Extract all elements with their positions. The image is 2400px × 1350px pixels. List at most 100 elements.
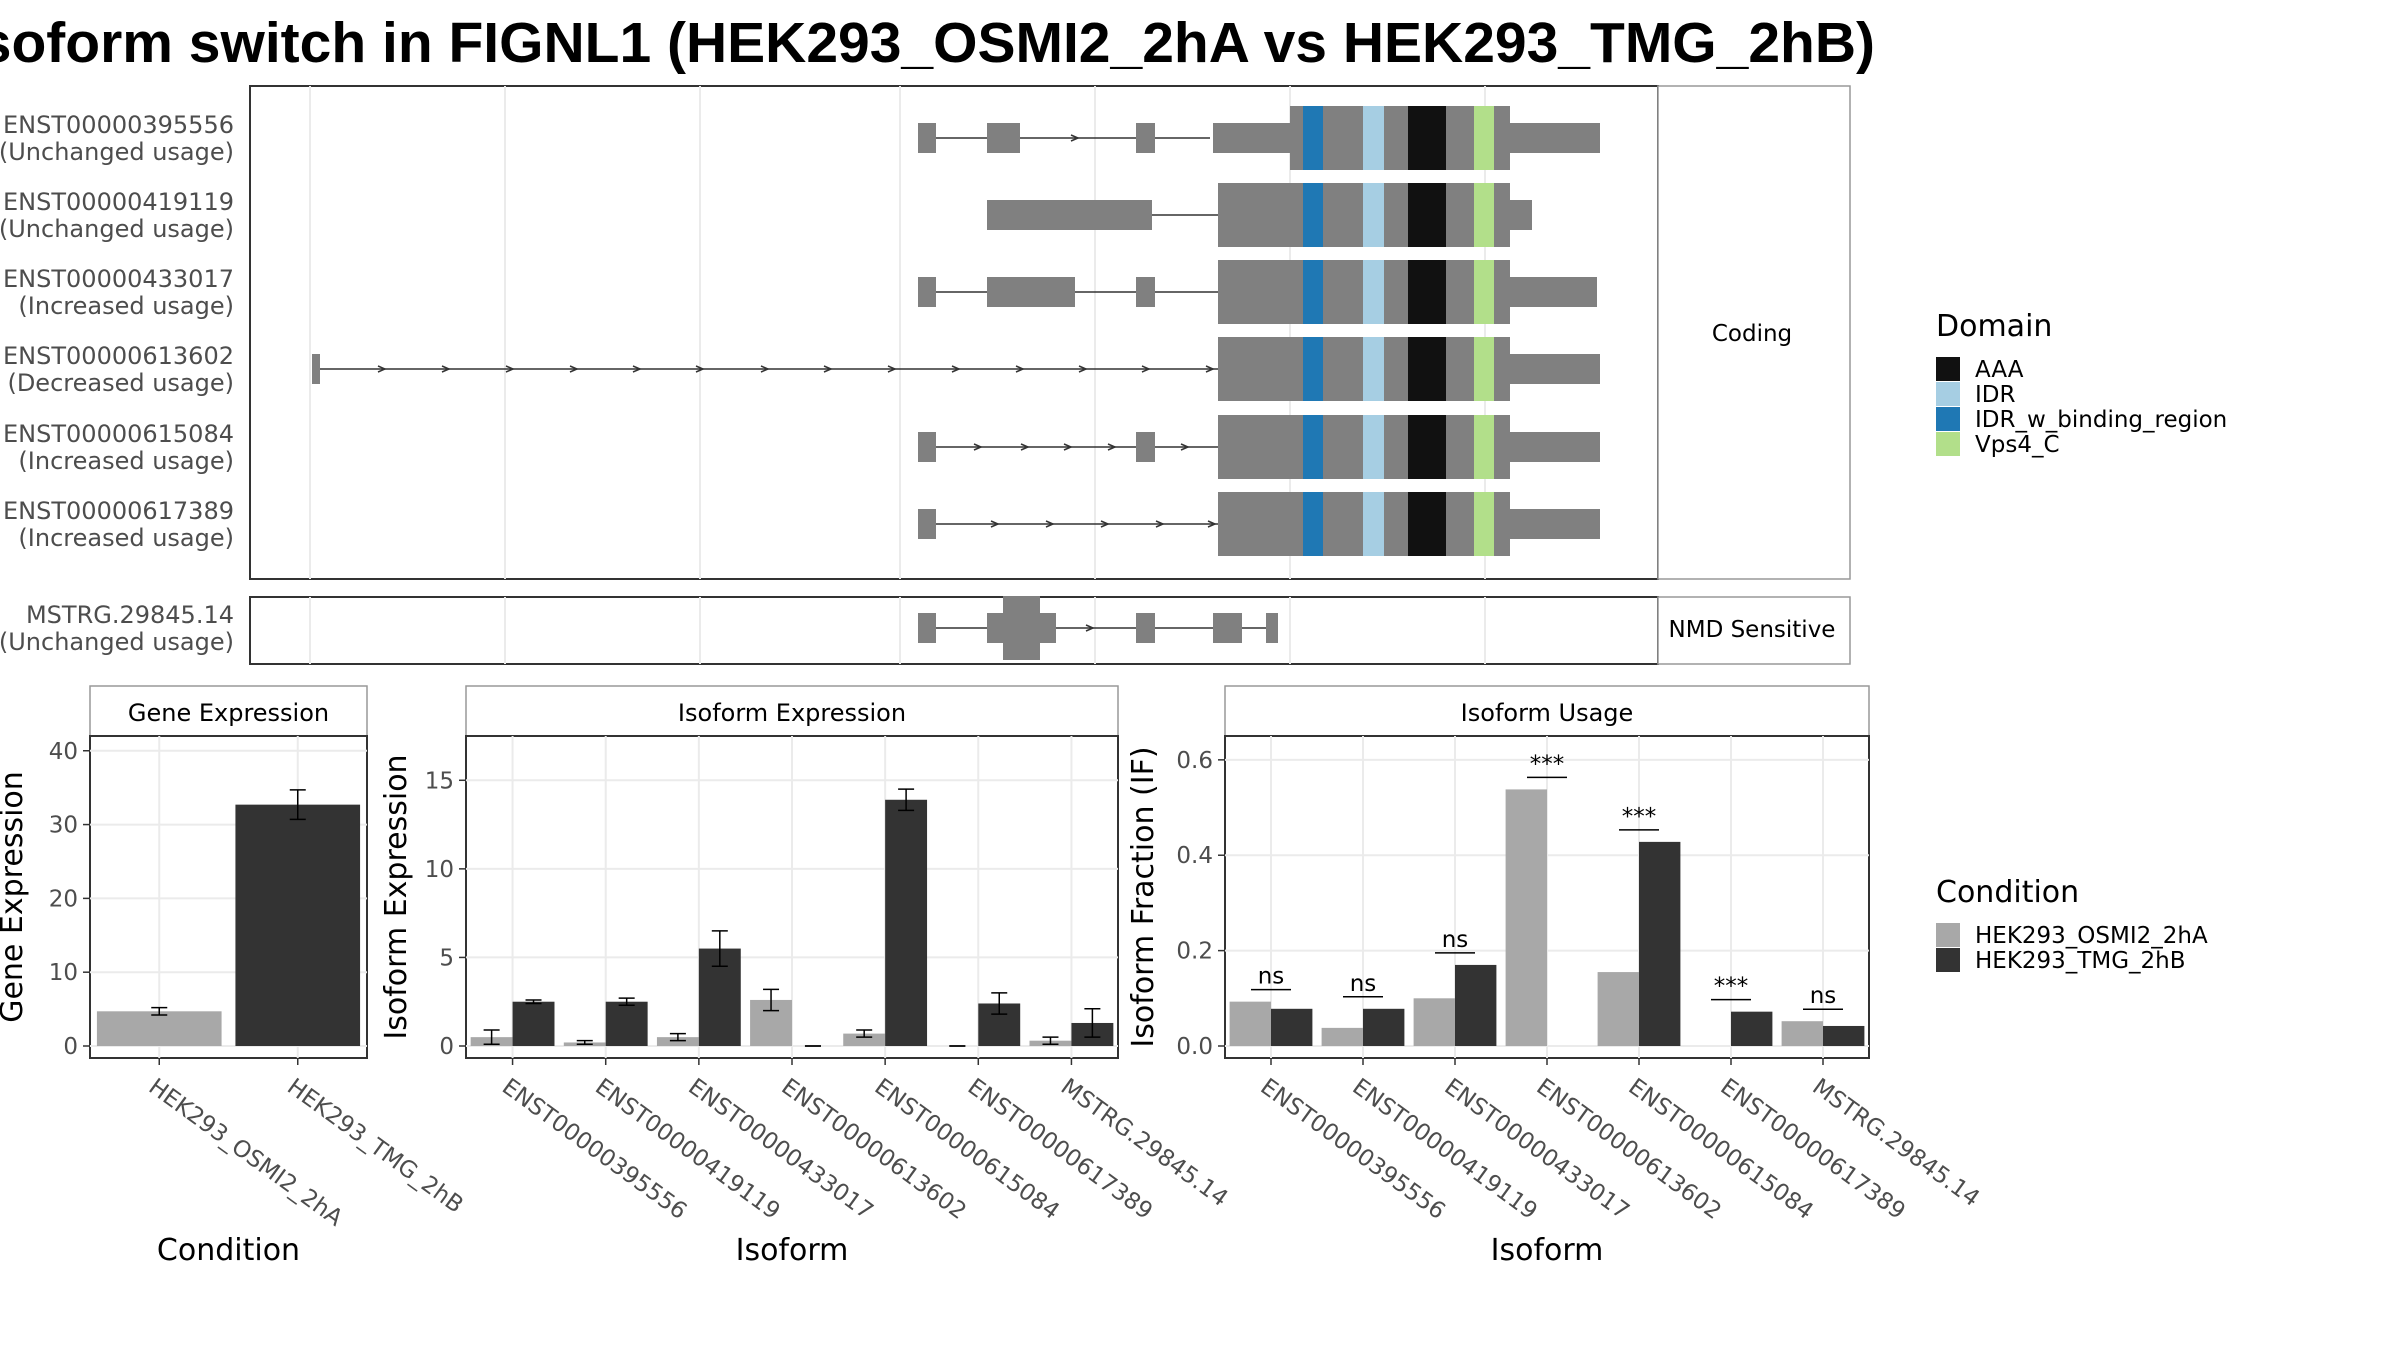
domain-vps4-c [1474, 183, 1494, 247]
transcript-usage-label: (Unchanged usage) [0, 628, 234, 656]
isoform-usage-bar [1505, 789, 1547, 1046]
isoform-usage-xtick-label: MSTRG.29845.14 [1807, 1074, 1984, 1212]
intron-arrow [377, 365, 387, 373]
isoform-usage-significance-label: ns [1258, 964, 1285, 990]
isoform-expression-ytick-label: 15 [425, 768, 454, 794]
exon [987, 277, 1075, 307]
intron-arrow [887, 365, 897, 373]
gene-expression-ytick-label: 0 [63, 1034, 78, 1060]
transcript-id-label: MSTRG.29845.14 [26, 601, 234, 629]
isoform-usage-ytick-label: 0.2 [1176, 939, 1213, 965]
isoform-expression-panel-title: Isoform Expression [678, 699, 906, 727]
condition-legend-swatch [1936, 948, 1960, 972]
intron-arrow [951, 365, 961, 373]
intron-arrow [1141, 365, 1151, 373]
isoform-expression-xtick-label: MSTRG.29845.14 [1056, 1074, 1233, 1212]
exon-utr [1510, 123, 1600, 153]
transcript-usage-label: (Decreased usage) [7, 369, 234, 397]
intron-arrow [1207, 520, 1217, 528]
isoform-expression-ylabel: Isoform Expression [379, 754, 414, 1039]
exon-cds [1290, 106, 1510, 170]
strip-nmd [1657, 596, 1851, 665]
exon-utr [1510, 200, 1532, 230]
domain-vps4-c [1474, 260, 1494, 324]
gene-expression-ytick-label: 20 [49, 886, 78, 912]
exon [1136, 613, 1155, 643]
intron-arrow [760, 365, 770, 373]
isoform-expression-ytick-label: 0 [439, 1034, 454, 1060]
intron-arrow [823, 365, 833, 373]
domain-legend-label: AAA [1975, 357, 2024, 383]
domain-idr-w-binding-region [1303, 337, 1323, 401]
domain-vps4-c [1474, 106, 1494, 170]
exon-utr [1510, 432, 1600, 462]
domain-legend-label: Vps4_C [1975, 432, 2060, 458]
domain-aaa [1408, 337, 1446, 401]
domain-vps4-c [1474, 415, 1494, 479]
exon [987, 123, 1020, 153]
isoform-expression-bar [843, 1033, 886, 1046]
intron-arrow [569, 365, 579, 373]
domain-idr-w-binding-region [1303, 106, 1323, 170]
transcript-usage-label: (Increased usage) [18, 292, 234, 320]
isoform-usage-ytick-label: 0.4 [1176, 843, 1213, 869]
transcript-usage-label: (Increased usage) [18, 447, 234, 475]
domain-aaa [1408, 183, 1446, 247]
condition-legend-swatch [1936, 923, 1960, 947]
exon [1213, 613, 1242, 643]
isoform-usage-significance-label: ns [1810, 983, 1837, 1009]
intron-arrow [1045, 520, 1055, 528]
isoform-usage-bar [1639, 841, 1681, 1046]
transcript-usage-label: (Unchanged usage) [0, 215, 234, 243]
domain-legend-swatch [1936, 357, 1960, 381]
isoform-usage-bar [1321, 1027, 1363, 1046]
strip-label-coding: Coding [1712, 321, 1792, 347]
isoform-usage-ytick-label: 0.0 [1176, 1034, 1213, 1060]
intron-arrow [1180, 443, 1190, 451]
condition-legend-label: HEK293_OSMI2_2hA [1975, 923, 2208, 949]
exon [312, 354, 320, 384]
strip-label-nmd: NMD Sensitive [1669, 617, 1836, 643]
strip-coding [1657, 85, 1851, 580]
isoform-usage-xlabel: Isoform [1491, 1233, 1604, 1268]
domain-legend-swatch [1936, 382, 1960, 406]
exon [918, 509, 936, 539]
exon [1213, 123, 1290, 153]
domain-vps4-c [1474, 337, 1494, 401]
exon-utr [1510, 277, 1597, 307]
isoform-usage-ylabel: Isoform Fraction (IF) [1126, 746, 1161, 1047]
gene-expression-ylabel: Gene Expression [0, 771, 30, 1023]
isoform-usage-bar [1731, 1011, 1773, 1046]
gene-expression-ytick-label: 10 [49, 960, 78, 986]
exon [1136, 277, 1155, 307]
gene-expression-panel-title: Gene Expression [128, 699, 329, 727]
domain-idr-w-binding-region [1303, 260, 1323, 324]
isoform-expression-strip [465, 685, 1119, 737]
transcript-id-label: ENST00000395556 [3, 111, 234, 139]
transcript-usage-label: (Increased usage) [18, 524, 234, 552]
transcript-id-label: ENST00000419119 [3, 188, 234, 216]
intron-arrow [990, 520, 1000, 528]
exon [918, 432, 936, 462]
gene-expression-ytick-label: 40 [49, 739, 78, 765]
domain-idr [1363, 337, 1384, 401]
domain-legend-title: Domain [1936, 309, 2052, 344]
intron-arrow [1015, 365, 1025, 373]
intron-arrow [973, 443, 983, 451]
intron-arrow [1020, 443, 1030, 451]
exon-utr [1510, 509, 1600, 539]
intron-arrow [1070, 134, 1080, 142]
isoform-usage-significance-label: *** [1622, 804, 1657, 830]
gene-expression-bar [96, 1011, 222, 1046]
isoform-expression-ytick-label: 10 [425, 857, 454, 883]
isoform-usage-significance-label: *** [1530, 751, 1565, 777]
domain-legend-swatch [1936, 407, 1960, 431]
exon [1136, 432, 1155, 462]
exon-utr [1510, 354, 1600, 384]
isoform-usage-strip [1224, 685, 1870, 737]
isoform-usage-bar [1455, 964, 1497, 1046]
intron-arrow [632, 365, 642, 373]
intron-arrow [1100, 520, 1110, 528]
intron-arrow [695, 365, 705, 373]
isoform-usage-panel-title: Isoform Usage [1461, 699, 1634, 727]
